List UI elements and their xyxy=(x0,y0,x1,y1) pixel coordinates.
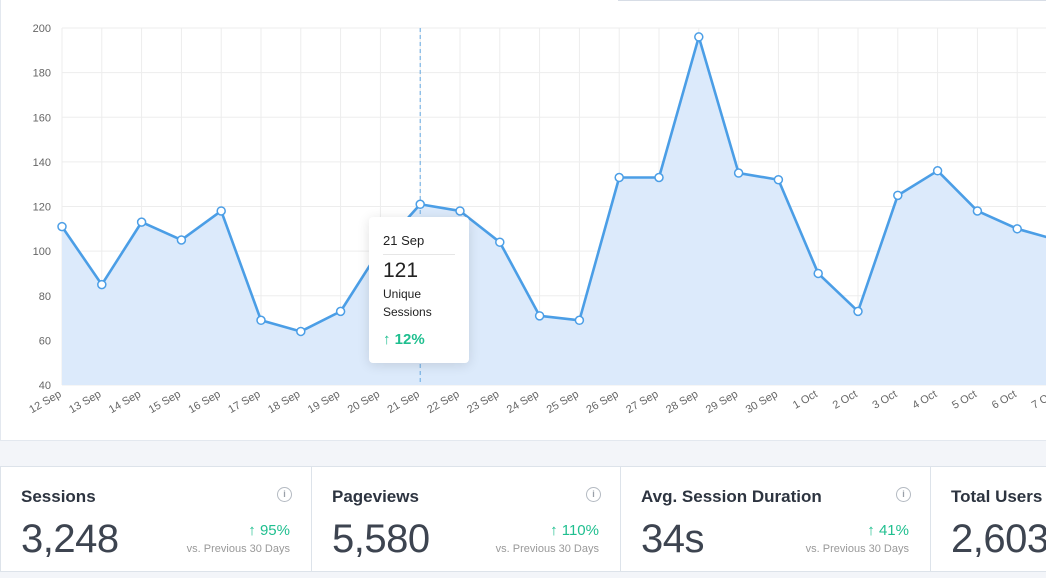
data-point[interactable] xyxy=(495,237,505,247)
x-tick-label: 27 Sep xyxy=(624,388,660,416)
x-tick-label: 17 Sep xyxy=(226,388,262,416)
chart-panel: 200 180 160 140 120 100 80 60 40 12 Sep 13 Sep 14 … xyxy=(0,0,1046,441)
x-tick-label: 2 Oct xyxy=(831,388,860,412)
tooltip-change-value: 12% xyxy=(394,331,425,348)
arrow-up-icon: ↑ xyxy=(383,331,391,348)
data-point[interactable] xyxy=(97,279,107,290)
info-icon[interactable]: i xyxy=(896,487,911,502)
y-tick-label: 140 xyxy=(33,157,51,169)
data-point[interactable] xyxy=(136,217,147,227)
sessions-card: Sessions i 3,248 ↑ 95% vs. Previous 30 D… xyxy=(0,466,312,572)
data-point[interactable] xyxy=(256,315,266,326)
stats-cards: Sessions i 3,248 ↑ 95% vs. Previous 30 D… xyxy=(0,466,1046,573)
data-point[interactable] xyxy=(216,206,226,216)
x-tick-label: 14 Sep xyxy=(107,388,143,416)
y-tick-label: 160 xyxy=(33,112,51,124)
data-point[interactable] xyxy=(415,199,425,210)
card-comparison: vs. Previous 30 Days xyxy=(495,543,599,555)
info-icon[interactable]: i xyxy=(277,487,292,502)
data-point[interactable] xyxy=(654,172,664,183)
card-change: ↑ 41% xyxy=(867,522,909,539)
info-icon[interactable]: i xyxy=(586,487,601,502)
x-tick-label: 29 Sep xyxy=(704,388,740,416)
data-point[interactable] xyxy=(296,326,306,337)
pageviews-card: Pageviews i 5,580 ↑ 110% vs. Previous 30… xyxy=(311,466,621,572)
card-title: Pageviews xyxy=(332,487,419,506)
data-point[interactable] xyxy=(614,172,624,183)
sessions-line-chart: 200 180 160 140 120 100 80 60 40 12 Sep 13 Sep 14 … xyxy=(27,23,1046,416)
arrow-up-icon: ↑ xyxy=(550,522,558,539)
data-point[interactable] xyxy=(893,190,903,201)
card-change: ↑ 95% xyxy=(248,522,290,539)
x-tick-label: 30 Sep xyxy=(744,388,780,416)
series-area xyxy=(62,36,1046,385)
card-comparison: vs. Previous 30 Days xyxy=(186,543,290,555)
data-point[interactable] xyxy=(1012,224,1022,234)
x-tick-label: 5 Oct xyxy=(950,388,979,412)
x-tick-label: 28 Sep xyxy=(664,388,700,416)
data-point[interactable] xyxy=(534,311,545,321)
x-tick-label: 20 Sep xyxy=(346,388,382,416)
card-value: 34s xyxy=(641,517,705,561)
data-point[interactable] xyxy=(733,168,744,178)
x-tick-label: 7 Oct xyxy=(1030,388,1046,412)
arrow-up-icon: ↑ xyxy=(248,522,256,539)
data-point[interactable] xyxy=(773,174,784,185)
x-tick-label: 24 Sep xyxy=(505,388,541,416)
y-tick-label: 180 xyxy=(33,68,51,80)
y-tick-label: 80 xyxy=(39,291,51,303)
card-value: 2,603 xyxy=(951,517,1046,561)
card-title: Avg. Session Duration xyxy=(641,487,822,506)
data-point[interactable] xyxy=(813,268,823,279)
x-tick-label: 22 Sep xyxy=(425,388,461,416)
x-tick-label: 12 Sep xyxy=(27,388,63,416)
avg-session-duration-card: Avg. Session Duration i 34s ↑ 41% vs. Pr… xyxy=(620,466,931,572)
card-change-value: 95% xyxy=(259,522,290,539)
x-tick-label: 23 Sep xyxy=(465,388,501,416)
data-point[interactable] xyxy=(853,306,863,317)
x-tick-label: 13 Sep xyxy=(67,388,103,416)
x-tick-label: 15 Sep xyxy=(147,388,183,416)
series-line xyxy=(60,35,1046,333)
data-point[interactable] xyxy=(574,315,585,326)
y-tick-label: 200 xyxy=(33,23,51,35)
tooltip-change: ↑ 12% xyxy=(383,331,455,348)
card-title: Total Users xyxy=(951,487,1043,506)
x-tick-label: 25 Sep xyxy=(545,388,581,416)
tooltip-value: 121 xyxy=(383,259,419,282)
card-change-value: 110% xyxy=(561,522,599,539)
data-point[interactable] xyxy=(932,166,943,176)
card-title: Sessions xyxy=(21,487,96,506)
y-tick-label: 40 xyxy=(39,380,51,392)
card-change-value: 41% xyxy=(878,522,909,539)
tooltip-label: Unique Sessions xyxy=(383,287,432,319)
x-tick-label: 6 Oct xyxy=(990,388,1019,412)
card-value: 3,248 xyxy=(21,517,119,561)
data-point[interactable] xyxy=(176,235,187,245)
y-tick-label: 100 xyxy=(33,246,51,258)
data-point[interactable] xyxy=(57,221,67,232)
x-tick-label: 18 Sep xyxy=(266,388,302,416)
x-tick-label: 3 Oct xyxy=(871,388,900,412)
data-point[interactable] xyxy=(455,206,465,216)
data-point[interactable] xyxy=(335,306,346,317)
data-point[interactable] xyxy=(972,206,983,216)
data-point[interactable] xyxy=(694,32,704,42)
total-users-card: Total Users 2,603 xyxy=(930,466,1046,572)
card-comparison: vs. Previous 30 Days xyxy=(805,543,909,555)
arrow-up-icon: ↑ xyxy=(867,522,875,539)
y-tick-label: 120 xyxy=(33,202,51,214)
card-value: 5,580 xyxy=(332,517,430,561)
x-tick-label: 1 Oct xyxy=(791,388,820,412)
x-tick-label: 19 Sep xyxy=(306,388,342,416)
x-tick-label: 26 Sep xyxy=(584,388,620,416)
chart-tooltip: 21 Sep 121 Unique Sessions ↑ 12% xyxy=(369,217,469,363)
tooltip-date: 21 Sep xyxy=(383,233,455,255)
y-tick-label: 60 xyxy=(39,335,51,347)
x-tick-label: 21 Sep xyxy=(385,388,421,416)
x-tick-label: 16 Sep xyxy=(186,388,222,416)
x-tick-label: 4 Oct xyxy=(910,388,939,412)
card-change: ↑ 110% xyxy=(550,522,599,539)
top-divider xyxy=(618,0,1046,1)
